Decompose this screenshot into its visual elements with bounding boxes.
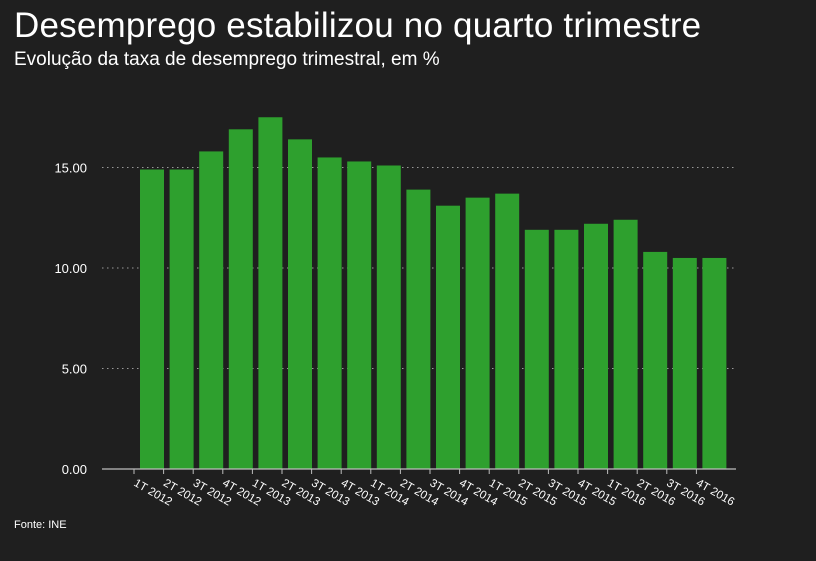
bar	[584, 223, 608, 469]
source-note: Fonte: INE	[14, 519, 67, 531]
bar	[524, 229, 549, 469]
y-tick-label: 15.00	[54, 161, 87, 176]
x-axis	[102, 468, 736, 474]
y-tick-label: 10.00	[54, 261, 87, 276]
bar	[317, 157, 342, 469]
bars	[140, 117, 727, 470]
bar	[465, 197, 490, 469]
bar	[258, 117, 283, 469]
bar	[228, 129, 253, 469]
bar	[199, 151, 224, 470]
bar	[140, 169, 164, 469]
y-tick-label: 0.00	[62, 462, 87, 477]
y-tick-label: 5.00	[62, 362, 87, 377]
bar	[376, 165, 401, 470]
bar	[702, 257, 727, 469]
bar	[495, 193, 520, 469]
bar	[347, 161, 372, 469]
bar	[672, 257, 697, 469]
bar	[643, 251, 668, 469]
bar	[169, 169, 194, 469]
bar	[554, 229, 579, 469]
y-axis-tick-labels: 0.00 5.00 10.00 15.00	[54, 161, 87, 478]
bar	[436, 205, 460, 469]
chart-subtitle: Evolução da taxa de desemprego trimestra…	[14, 49, 440, 70]
bar	[406, 189, 431, 470]
bar	[613, 219, 638, 469]
bar	[288, 139, 312, 470]
chart-title: Desemprego estabilizou no quarto trimest…	[14, 6, 702, 45]
